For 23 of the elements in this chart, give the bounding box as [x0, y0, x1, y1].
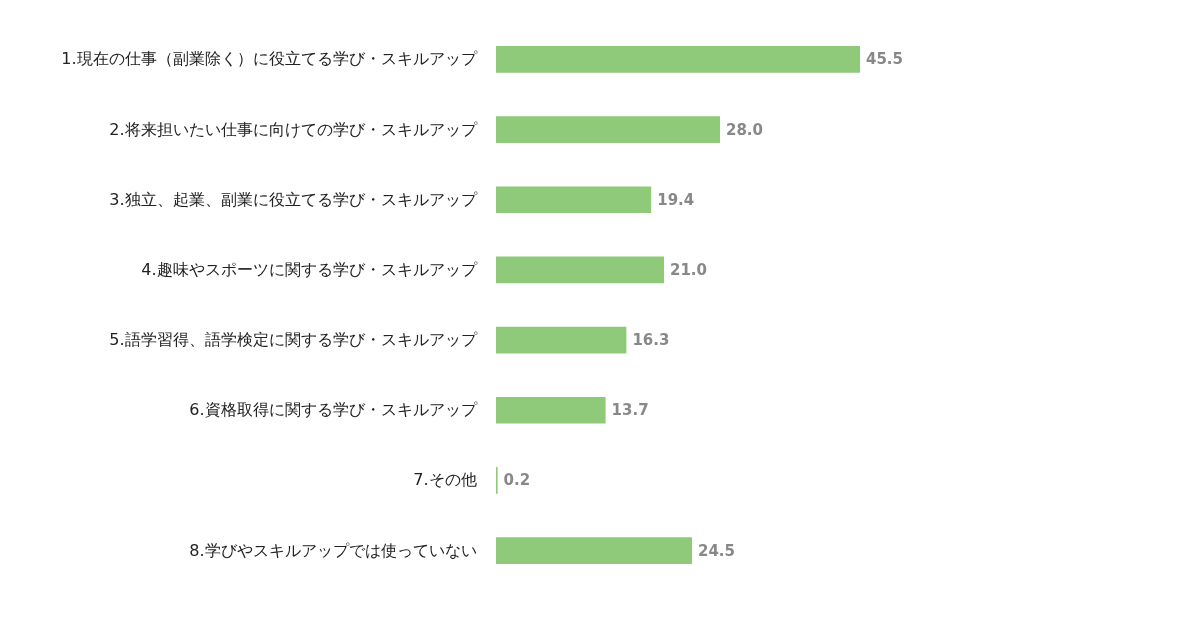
data-label: 13.7 — [611, 401, 649, 420]
bar — [496, 116, 720, 143]
y-tick-label: 2.将来担いたい仕事に向けての学び・スキルアップ — [109, 119, 478, 139]
data-label: 28.0 — [726, 120, 764, 139]
y-tick-label: 3.独立、起業、副業に役立てる学び・スキルアップ — [109, 189, 478, 209]
y-tick-label: 1.現在の仕事（副業除く）に役立てる学び・スキルアップ — [61, 49, 478, 69]
data-label: 16.3 — [632, 331, 670, 350]
bar — [496, 537, 692, 564]
data-label: 24.5 — [698, 541, 736, 560]
bar — [496, 396, 606, 424]
y-tick-label: 4.趣味やスポーツに関する学び・スキルアップ — [141, 259, 478, 279]
y-tick-label: 7.その他 — [413, 470, 477, 490]
y-tick-label: 6.資格取得に関する学び・スキルアップ — [189, 400, 478, 420]
data-label: 21.0 — [670, 260, 708, 279]
bar — [496, 256, 664, 284]
data-label: 19.4 — [657, 190, 695, 209]
bar — [496, 46, 860, 73]
data-label: 45.5 — [866, 50, 904, 69]
data-label: 0.2 — [503, 471, 531, 490]
y-tick-label: 8.学びやスキルアップでは使っていない — [189, 540, 477, 560]
y-tick-label: 5.語学習得、語学検定に関する学び・スキルアップ — [109, 330, 478, 350]
bar — [496, 326, 627, 354]
bar — [496, 186, 652, 214]
